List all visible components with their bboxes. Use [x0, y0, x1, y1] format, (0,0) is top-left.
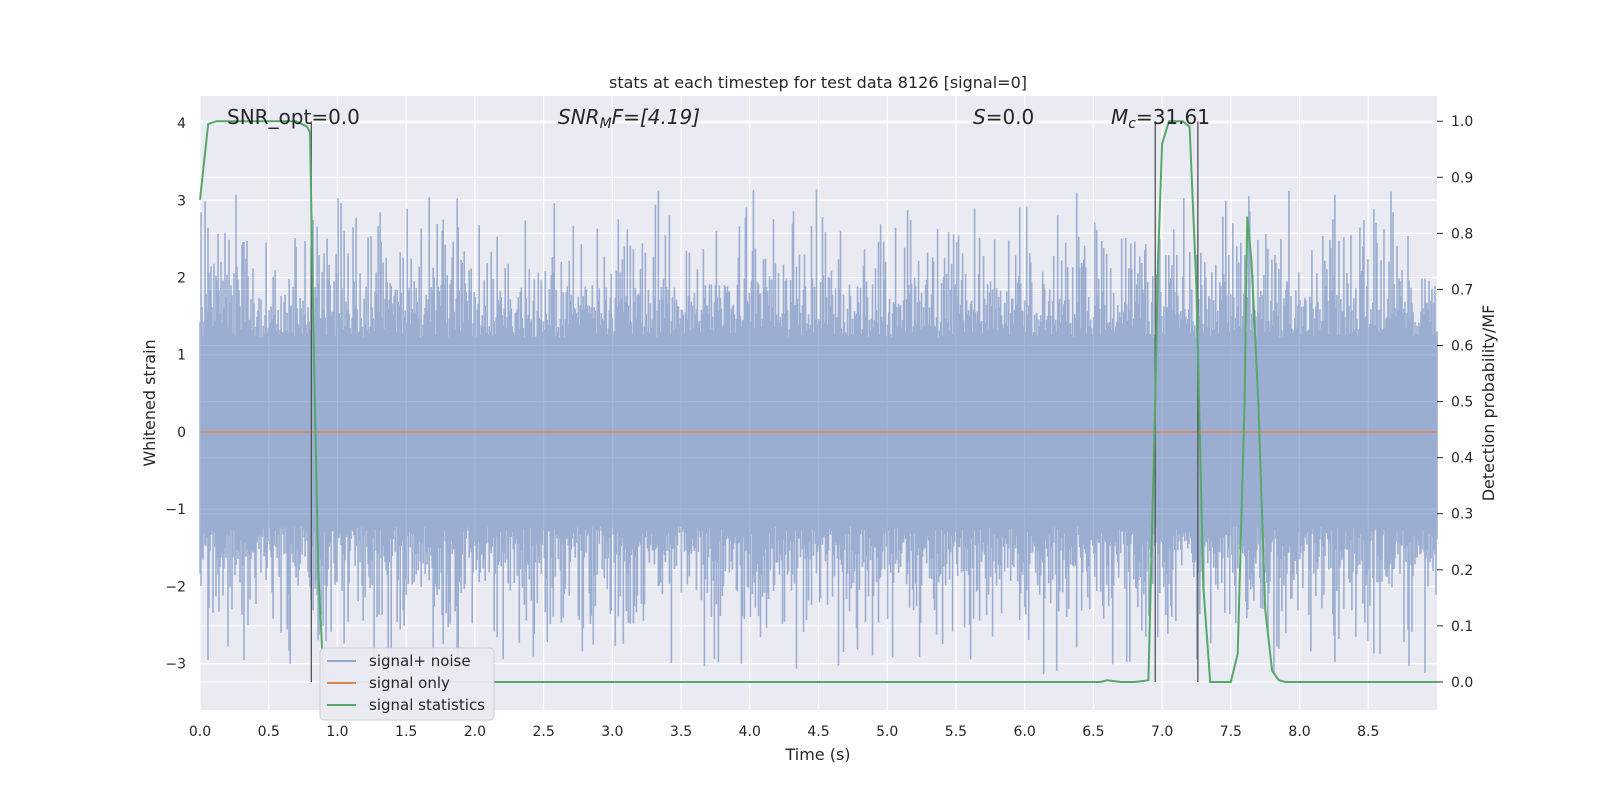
y-tick-label-right: 0.0 [1451, 675, 1473, 691]
x-tick-label: 7.0 [1151, 724, 1173, 740]
x-axis-label: Time (s) [784, 745, 850, 764]
x-tick-label: 5.5 [945, 724, 967, 740]
x-tick-label: 0.0 [189, 724, 211, 740]
y-tick-label-left: 4 [177, 116, 186, 132]
y-tick-label-right: 0.5 [1451, 395, 1473, 411]
x-tick-label: 4.0 [739, 724, 761, 740]
y-tick-label-left: 1 [177, 348, 186, 364]
x-tick-label: 1.5 [395, 724, 417, 740]
y-tick-label-left: −3 [165, 657, 186, 673]
series-signal-noise [199, 189, 1438, 675]
chart-title: stats at each timestep for test data 812… [609, 73, 1027, 92]
x-tick-label: 5.0 [876, 724, 898, 740]
annotation-snr-mf: SNRMF=[4.19] [558, 105, 700, 132]
y-tick-label-left: 0 [177, 425, 186, 441]
y-tick-label-right: 0.7 [1451, 282, 1473, 298]
y-tick-label-right: 0.6 [1451, 339, 1473, 355]
y-tick-label-left: 2 [177, 270, 186, 286]
y-tick-label-right: 0.9 [1451, 170, 1473, 186]
legend-label-signal-statistics: signal statistics [369, 696, 485, 714]
legend-box [319, 647, 495, 721]
y-tick-label-left: 3 [177, 193, 186, 209]
ticks: 0.0 0.5 1.0 1.5 2.0 2.5 3.0 3.5 4.0 4.5 5.0 5.5 6.0 6… [165, 114, 1473, 740]
x-tick-label: 2.0 [464, 724, 486, 740]
x-tick-label: 4.5 [807, 724, 829, 740]
y-tick-label-right: 0.8 [1451, 226, 1473, 242]
annotation-snr-opt: SNR_opt=0.0 [227, 105, 360, 129]
signal-statistics-line [199, 120, 1437, 683]
y-tick-label-left: −2 [165, 579, 186, 595]
y-tick-label-left: −1 [165, 502, 186, 518]
annotation-s: S=0.0 [973, 105, 1034, 129]
y-tick-label-right: 0.2 [1451, 563, 1473, 579]
y-tick-label-right: 1.0 [1451, 114, 1473, 130]
x-tick-label: 6.0 [1014, 724, 1036, 740]
x-tick-label: 8.5 [1357, 724, 1379, 740]
x-tick-label: 1.0 [326, 724, 348, 740]
y-tick-label-right: 0.4 [1451, 451, 1473, 467]
y-axis-label-left-text: Whitened strain [140, 339, 159, 466]
y-tick-label-right: 0.1 [1451, 619, 1473, 635]
x-tick-label: 3.0 [601, 724, 623, 740]
x-tick-label: 8.0 [1288, 724, 1310, 740]
x-tick-label: 6.5 [1082, 724, 1104, 740]
x-tick-label: 2.5 [532, 724, 554, 740]
legend-label-signal-noise: signal+ noise [369, 652, 471, 670]
annotation-mc: Mc=31.61 [1111, 105, 1210, 132]
x-tick-label: 0.5 [258, 724, 280, 740]
x-tick-label: 7.5 [1220, 724, 1242, 740]
legend: signal+ noise signal only signal statist… [319, 647, 495, 721]
x-tick-label: 3.5 [670, 724, 692, 740]
y-axis-label-right: Detection probability/MF [1479, 305, 1498, 502]
signal-noise-line [199, 189, 1438, 675]
series-signal-statistics [199, 120, 1437, 683]
y-tick-label-right: 0.3 [1451, 507, 1473, 523]
legend-label-signal-only: signal only [369, 674, 450, 692]
